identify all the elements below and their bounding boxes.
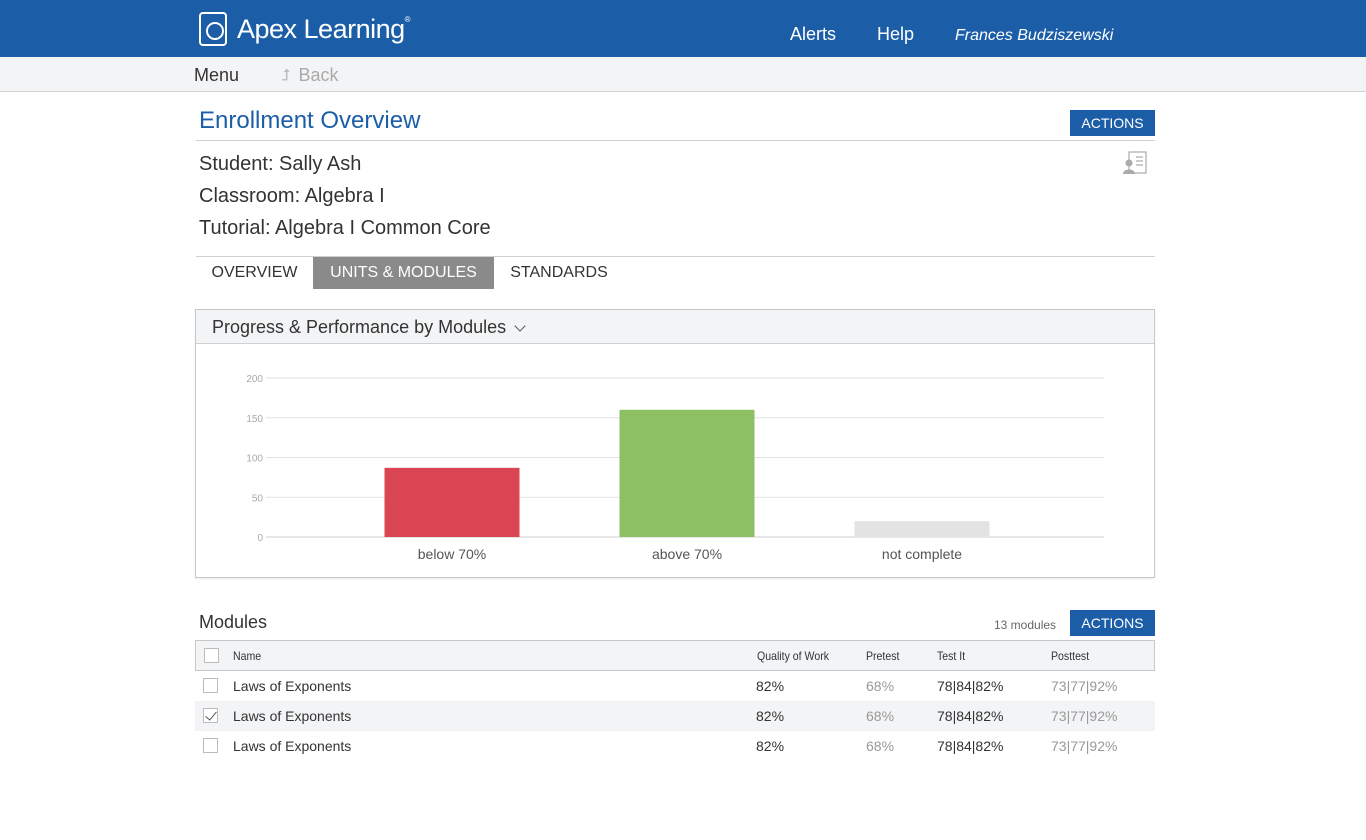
nav-help[interactable]: Help xyxy=(877,24,915,44)
bar xyxy=(384,467,520,537)
brand-name: Apex Learning xyxy=(237,13,405,44)
row-checkbox[interactable] xyxy=(203,708,218,723)
y-tick-label: 100 xyxy=(246,454,263,465)
progress-performance-panel: Progress & Performance by Modules 0 50 100… xyxy=(195,309,1155,578)
x-tick-label: above 70% xyxy=(652,546,722,562)
brand-registered-mark: ® xyxy=(404,14,411,24)
posttest-value: 73|77|92% xyxy=(1051,738,1118,754)
posttest-value: 73|77|92% xyxy=(1051,708,1118,724)
tab-standards[interactable]: STANDARDS xyxy=(510,264,608,281)
student-profile-icon[interactable] xyxy=(1122,150,1148,176)
back-button[interactable]: ⮥ Back xyxy=(281,65,338,86)
tab-units-modules[interactable]: UNITS & MODULES xyxy=(313,257,494,289)
modules-table: Name Quality of Work Pretest Test It Pos… xyxy=(195,640,1155,761)
tabs-divider xyxy=(196,256,1155,257)
testit-value: 78|84|82% xyxy=(937,678,1004,694)
column-header-posttest[interactable]: Posttest xyxy=(1051,649,1090,663)
select-all-checkbox[interactable] xyxy=(204,648,219,663)
x-tick-label: not complete xyxy=(882,546,962,562)
module-name[interactable]: Laws of Exponents xyxy=(233,738,352,754)
x-tick-label: below 70% xyxy=(418,546,487,562)
page-title: Enrollment Overview xyxy=(199,107,421,134)
table-header: Name Quality of Work Pretest Test It Pos… xyxy=(195,640,1155,671)
y-tick-label: 150 xyxy=(246,414,263,425)
modules-actions-button[interactable]: ACTIONS xyxy=(1070,610,1155,636)
row-checkbox[interactable] xyxy=(203,738,218,753)
module-name[interactable]: Laws of Exponents xyxy=(233,678,352,694)
title-divider xyxy=(196,140,1155,141)
top-bar: Apex Learning ® Alerts Help Frances Budz… xyxy=(0,0,1366,57)
y-tick-label: 0 xyxy=(257,533,263,544)
testit-value: 78|84|82% xyxy=(937,738,1004,754)
panel-title: Progress & Performance by Modules xyxy=(212,317,507,337)
pretest-value: 68% xyxy=(866,678,895,694)
table-row[interactable]: Laws of Exponents 82% 68% 78|84|82% 73|7… xyxy=(195,671,1155,701)
panel-header-dropdown[interactable]: Progress & Performance by Modules xyxy=(196,310,1154,344)
modules-title: Modules xyxy=(199,612,268,632)
student-info: Student: Sally Ash xyxy=(199,153,362,175)
modules-count: 13 modules xyxy=(994,618,1057,632)
tutorial-info: Tutorial: Algebra I Common Core xyxy=(199,217,491,239)
pretest-value: 68% xyxy=(866,738,895,754)
pretest-value: 68% xyxy=(866,708,895,724)
column-header-testit[interactable]: Test It xyxy=(937,649,966,663)
quality-value: 82% xyxy=(756,678,785,694)
back-label: Back xyxy=(298,65,339,85)
row-checkbox[interactable] xyxy=(203,678,218,693)
y-tick-label: 50 xyxy=(252,493,264,504)
quality-value: 82% xyxy=(756,708,785,724)
sub-nav-bar: Menu ⮥ Back xyxy=(0,57,1366,92)
classroom-info: Classroom: Algebra I xyxy=(199,185,385,207)
menu-button[interactable]: Menu xyxy=(194,65,240,85)
back-arrow-icon: ⮥ xyxy=(281,66,291,84)
nav-alerts[interactable]: Alerts xyxy=(790,24,837,44)
table-row[interactable]: Laws of Exponents 82% 68% 78|84|82% 73|7… xyxy=(195,701,1155,731)
column-header-pretest[interactable]: Pretest xyxy=(866,649,900,663)
bar xyxy=(619,409,755,537)
table-row[interactable]: Laws of Exponents 82% 68% 78|84|82% 73|7… xyxy=(195,731,1155,761)
progress-bar-chart: 0 50 100 150 200 below 70% above 70% not comple… xyxy=(246,374,1104,562)
module-name[interactable]: Laws of Exponents xyxy=(233,708,352,724)
column-header-quality[interactable]: Quality of Work xyxy=(757,649,829,663)
testit-value: 78|84|82% xyxy=(937,708,1004,724)
apex-logo-icon xyxy=(199,12,227,46)
apex-logo[interactable]: Apex Learning ® xyxy=(199,12,411,46)
chevron-down-icon xyxy=(514,320,526,332)
posttest-value: 73|77|92% xyxy=(1051,678,1118,694)
quality-value: 82% xyxy=(756,738,785,754)
column-header-name[interactable]: Name xyxy=(233,649,262,663)
y-tick-label: 200 xyxy=(246,374,263,385)
enrollment-actions-button[interactable]: ACTIONS xyxy=(1070,110,1155,136)
nav-user-name[interactable]: Frances Budziszewski xyxy=(955,27,1114,44)
tab-overview[interactable]: OVERVIEW xyxy=(211,264,298,281)
bar xyxy=(854,521,990,537)
